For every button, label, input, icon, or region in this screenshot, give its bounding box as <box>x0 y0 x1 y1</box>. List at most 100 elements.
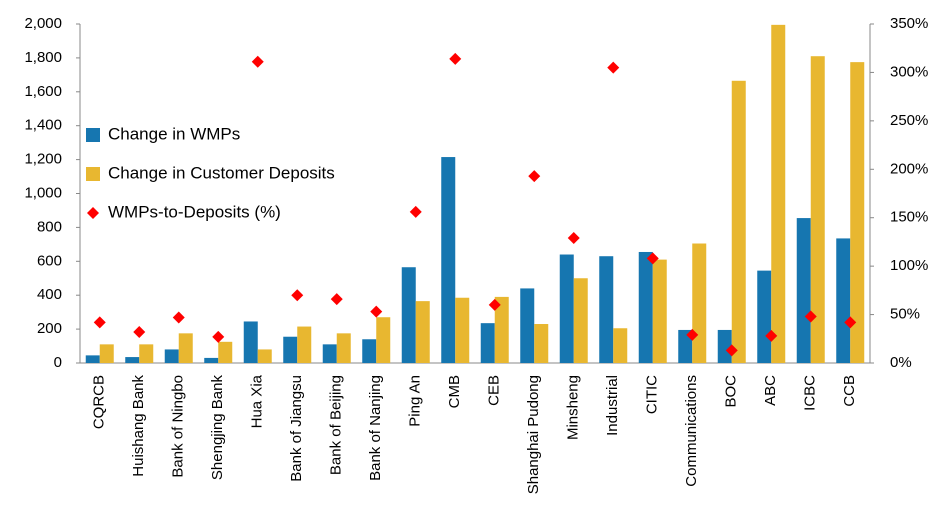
bar <box>218 341 233 363</box>
ratio-marker <box>804 310 817 323</box>
bar <box>494 296 509 363</box>
y-tick-label: 0 <box>54 354 62 371</box>
bar <box>243 321 258 363</box>
x-tick-label: Shengjing Bank <box>209 375 226 481</box>
ratio-marker <box>370 305 383 318</box>
bar <box>283 336 298 363</box>
y2-tick-label: 100% <box>890 257 928 274</box>
bar <box>85 355 100 363</box>
y-tick-label: 1,200 <box>24 151 62 168</box>
x-tick-label: Bank of Jiangsu <box>288 375 305 482</box>
x-tick-label: Minsheng <box>565 375 582 440</box>
bar <box>534 324 549 363</box>
ratio-marker <box>765 329 778 342</box>
ratio-marker <box>93 316 106 329</box>
bar <box>692 243 707 363</box>
x-tick-label: CEB <box>486 375 503 406</box>
bar <box>401 267 416 363</box>
bar <box>164 349 179 363</box>
ratio-marker <box>133 326 146 339</box>
y2-tick-label: 150% <box>890 209 928 226</box>
ratio-marker <box>251 55 264 68</box>
bar <box>178 333 193 363</box>
ratio-marker <box>409 205 422 218</box>
bar <box>362 339 377 363</box>
x-tick-label: Communications <box>683 375 700 487</box>
y2-tick-label: 0% <box>890 354 912 371</box>
bar <box>810 56 825 364</box>
bar <box>652 259 667 363</box>
ratio-marker <box>646 252 659 265</box>
x-tick-label: Industrial <box>604 375 621 436</box>
x-tick-label: Bank of Ningbo <box>170 375 187 478</box>
legend-marker <box>87 207 99 219</box>
legend-swatch <box>86 128 100 142</box>
bar <box>731 80 746 363</box>
y-tick-label: 200 <box>37 320 62 337</box>
y-tick-label: 1,600 <box>24 83 62 100</box>
bar <box>678 329 693 363</box>
bar <box>717 329 732 363</box>
x-tick-label: Bank of Beijing <box>328 375 345 475</box>
y2-tick-label: 250% <box>890 112 928 129</box>
x-tick-label: BOC <box>723 375 740 408</box>
bar <box>599 256 614 363</box>
bar <box>638 251 653 363</box>
x-tick-label: CCB <box>841 375 858 407</box>
bar <box>297 326 312 363</box>
x-tick-label: Hua Xia <box>249 374 266 428</box>
y-tick-label: 600 <box>37 252 62 269</box>
y2-tick-label: 200% <box>890 160 928 177</box>
ratio-marker <box>567 232 580 245</box>
x-tick-label: CITIC <box>644 375 661 414</box>
bar <box>613 328 628 363</box>
x-tick-label: CMB <box>446 375 463 408</box>
x-tick-label: ICBC <box>802 375 819 411</box>
x-tick-label: Ping An <box>407 375 424 427</box>
legend-label: Change in WMPs <box>108 124 240 143</box>
ratio-marker <box>528 170 541 183</box>
y-tick-label: 2,000 <box>24 15 62 32</box>
ratio-marker <box>291 289 304 302</box>
y-tick-label: 400 <box>37 286 62 303</box>
y2-tick-label: 300% <box>890 63 928 80</box>
bar <box>204 357 219 363</box>
x-tick-label: ABC <box>762 375 779 406</box>
bar <box>520 288 535 363</box>
y-tick-label: 1,800 <box>24 49 62 66</box>
y-tick-label: 1,400 <box>24 117 62 134</box>
bar <box>99 344 114 363</box>
ratio-marker <box>844 316 857 329</box>
y2-tick-label: 50% <box>890 306 920 323</box>
ratio-marker <box>172 311 185 324</box>
legend-label: WMPs-to-Deposits (%) <box>108 202 281 221</box>
y2-tick-label: 350% <box>890 15 928 32</box>
bar <box>139 344 154 363</box>
x-tick-label: Huishang Bank <box>130 375 147 477</box>
ratio-marker <box>607 61 620 74</box>
y-tick-label: 1,000 <box>24 184 62 201</box>
bar <box>850 62 865 363</box>
bar <box>771 24 786 363</box>
ratio-marker <box>488 298 501 311</box>
ratio-marker <box>212 330 225 343</box>
bar <box>757 270 772 363</box>
y-tick-label: 800 <box>37 218 62 235</box>
ratio-marker <box>330 293 343 306</box>
bar <box>455 297 470 363</box>
bar <box>480 323 495 363</box>
bar <box>415 301 430 363</box>
ratio-marker <box>725 344 738 357</box>
ratio-marker <box>686 328 699 341</box>
bar <box>376 317 391 363</box>
bar <box>441 157 456 363</box>
bar <box>836 238 851 363</box>
bar <box>125 357 140 363</box>
legend-swatch <box>86 167 100 181</box>
x-tick-label: Bank of Nanjing <box>367 375 384 481</box>
ratio-marker <box>449 52 462 65</box>
x-tick-label: CQRCB <box>91 375 108 429</box>
bar <box>336 333 351 363</box>
